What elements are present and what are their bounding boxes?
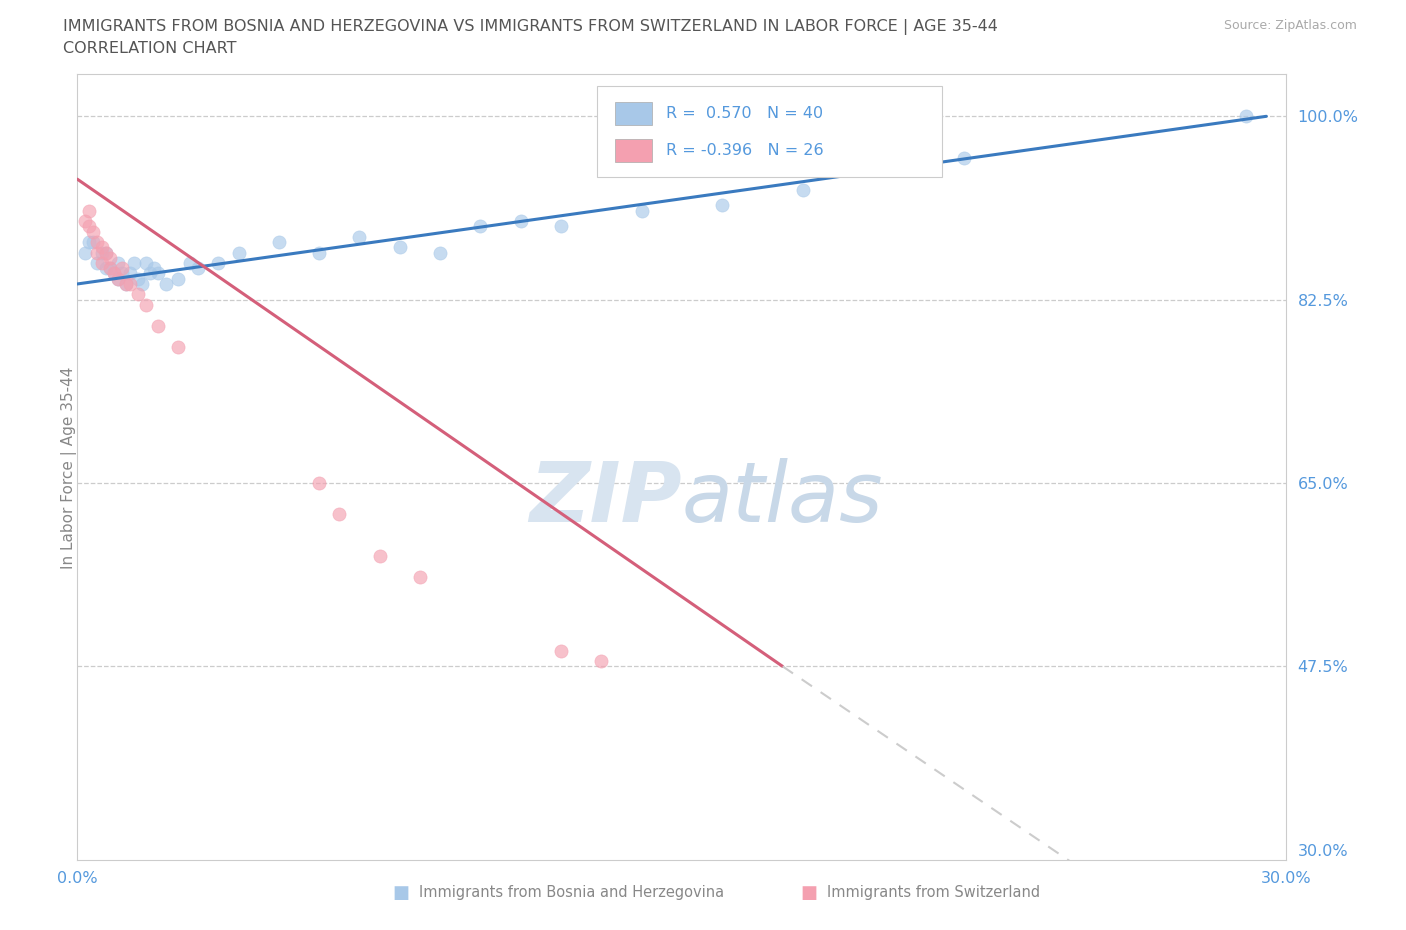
Point xyxy=(187,260,209,275)
Point xyxy=(127,272,149,286)
Point xyxy=(1234,109,1257,124)
Point xyxy=(550,644,572,658)
Point xyxy=(135,298,157,312)
Point xyxy=(98,260,121,275)
Point xyxy=(139,266,162,281)
Point xyxy=(79,219,101,233)
Point xyxy=(328,507,350,522)
Point xyxy=(429,246,451,260)
Point xyxy=(308,246,330,260)
Bar xyxy=(616,139,652,163)
Text: ■: ■ xyxy=(800,884,817,902)
Point xyxy=(308,475,330,490)
Point xyxy=(122,256,145,271)
Text: ZIP: ZIP xyxy=(529,458,682,539)
Text: Source: ZipAtlas.com: Source: ZipAtlas.com xyxy=(1223,19,1357,32)
Point xyxy=(228,246,250,260)
Point xyxy=(388,240,411,255)
Point xyxy=(792,182,814,197)
Point xyxy=(90,240,112,255)
Point xyxy=(103,266,125,281)
Text: ■: ■ xyxy=(392,884,409,902)
Point xyxy=(470,219,492,233)
Point xyxy=(167,272,190,286)
Point xyxy=(111,260,134,275)
Point xyxy=(90,256,112,271)
Point xyxy=(142,260,165,275)
Point xyxy=(114,276,136,291)
Point xyxy=(179,256,201,271)
Point xyxy=(127,287,149,302)
Point xyxy=(550,219,572,233)
Point xyxy=(409,570,432,585)
Text: R =  0.570   N = 40: R = 0.570 N = 40 xyxy=(666,106,824,121)
Point xyxy=(98,250,121,265)
Text: R = -0.396   N = 26: R = -0.396 N = 26 xyxy=(666,143,824,158)
Point xyxy=(114,276,136,291)
Point xyxy=(135,256,157,271)
Point xyxy=(167,339,190,354)
Point xyxy=(75,246,97,260)
Text: Immigrants from Switzerland: Immigrants from Switzerland xyxy=(827,885,1040,900)
Point xyxy=(953,151,976,166)
Point xyxy=(146,266,169,281)
Point xyxy=(82,224,104,239)
Point xyxy=(94,246,117,260)
Point xyxy=(107,256,129,271)
Point xyxy=(111,266,134,281)
Point xyxy=(86,256,108,271)
Point xyxy=(107,272,129,286)
Point xyxy=(207,256,229,271)
Point xyxy=(368,549,391,564)
Point xyxy=(630,203,652,218)
Point xyxy=(90,246,112,260)
Point xyxy=(711,198,734,213)
Point xyxy=(86,246,108,260)
Y-axis label: In Labor Force | Age 35-44: In Labor Force | Age 35-44 xyxy=(60,366,77,568)
Point xyxy=(79,234,101,249)
Point xyxy=(79,203,101,218)
FancyBboxPatch shape xyxy=(598,86,942,177)
Text: IMMIGRANTS FROM BOSNIA AND HERZEGOVINA VS IMMIGRANTS FROM SWITZERLAND IN LABOR F: IMMIGRANTS FROM BOSNIA AND HERZEGOVINA V… xyxy=(63,19,998,34)
Point xyxy=(94,246,117,260)
Point xyxy=(349,230,371,245)
Point xyxy=(75,214,97,229)
Point xyxy=(94,260,117,275)
Point xyxy=(107,272,129,286)
Point xyxy=(98,260,121,275)
Point xyxy=(591,654,613,669)
Point xyxy=(118,276,141,291)
Point xyxy=(509,214,531,229)
Point xyxy=(155,276,177,291)
Text: CORRELATION CHART: CORRELATION CHART xyxy=(63,41,236,56)
Point xyxy=(103,266,125,281)
Point xyxy=(267,234,290,249)
Text: Immigrants from Bosnia and Herzegovina: Immigrants from Bosnia and Herzegovina xyxy=(419,885,724,900)
Bar xyxy=(616,102,652,126)
Point xyxy=(86,234,108,249)
Point xyxy=(82,234,104,249)
Point xyxy=(146,318,169,333)
Point xyxy=(118,266,141,281)
Point xyxy=(131,276,153,291)
Text: atlas: atlas xyxy=(682,458,883,539)
